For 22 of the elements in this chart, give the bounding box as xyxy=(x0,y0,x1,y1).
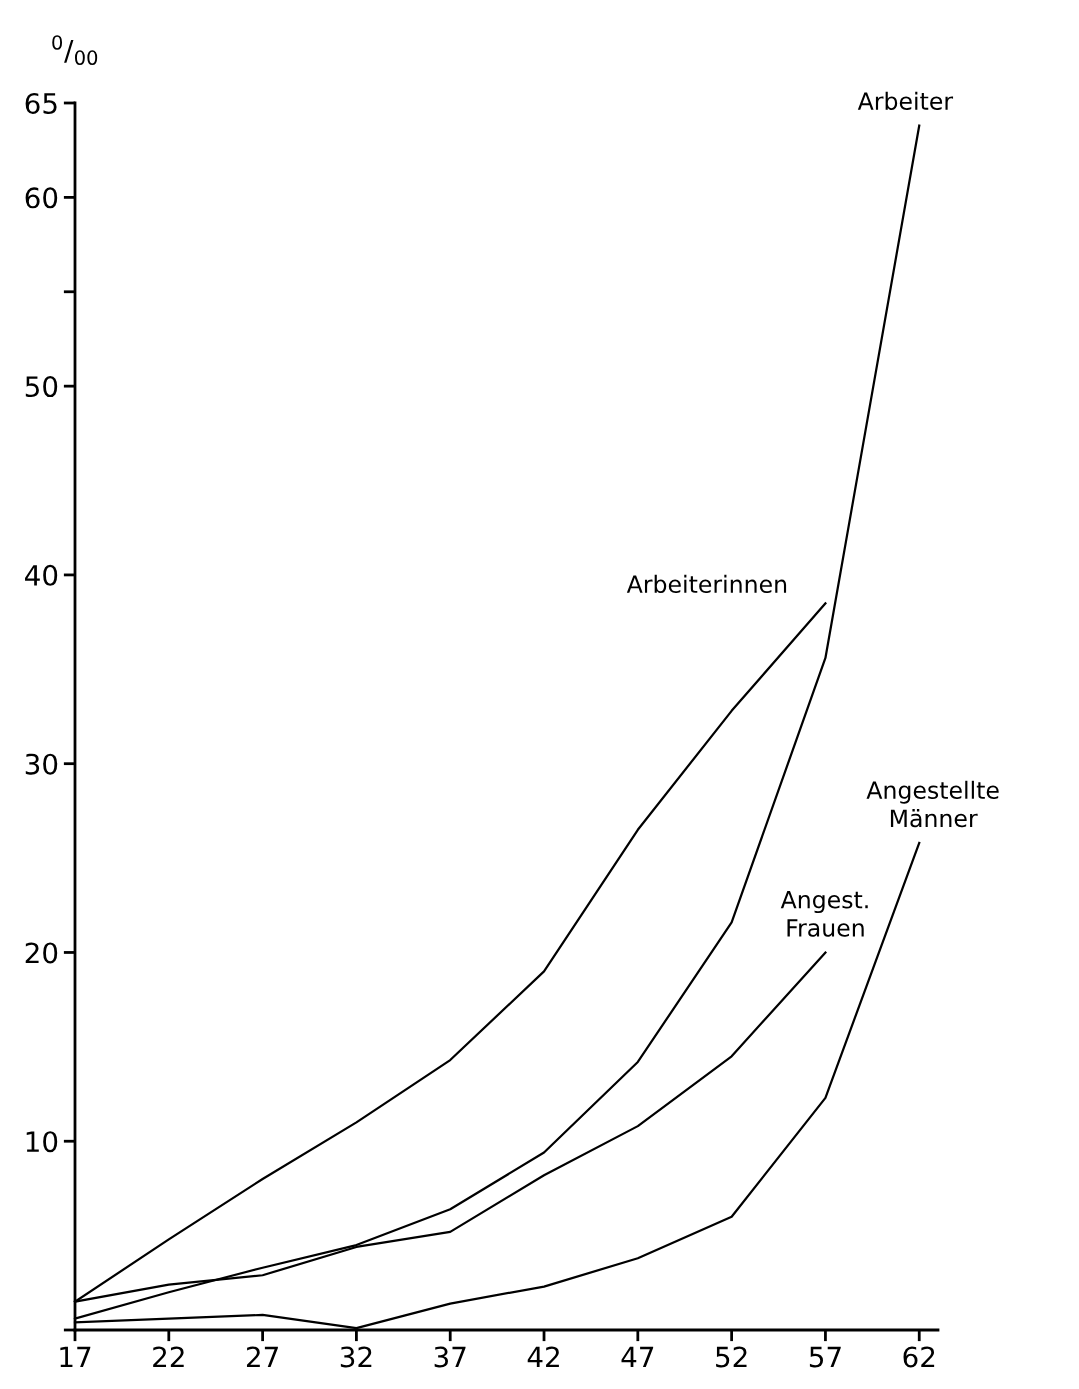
x-tick-label: 42 xyxy=(527,1346,559,1368)
y-tick-label: 50 xyxy=(25,376,58,398)
y-tick-label: 40 xyxy=(25,564,58,586)
y-tick-label: 30 xyxy=(25,753,58,775)
x-tick-label: 57 xyxy=(809,1346,841,1368)
y-axis-title: $^{0}$/$_{00}$ xyxy=(52,35,98,66)
series-label: Arbeiter xyxy=(857,91,954,110)
y-tick-label: 65 xyxy=(25,92,57,114)
x-tick-label: 32 xyxy=(340,1346,372,1368)
y-tick-label: 20 xyxy=(25,942,58,964)
series-label: Arbeiterinnen xyxy=(626,574,787,594)
x-tick-label: 22 xyxy=(153,1346,184,1368)
series-label: Angest. Frauen xyxy=(780,890,868,937)
x-tick-label: 27 xyxy=(246,1346,278,1368)
x-tick-label: 47 xyxy=(621,1346,654,1368)
x-tick-label: 52 xyxy=(716,1346,747,1368)
y-tick-label: 60 xyxy=(25,187,58,209)
y-tick-label: 10 xyxy=(26,1131,58,1153)
x-tick-label: 62 xyxy=(903,1346,935,1368)
x-tick-label: 37 xyxy=(434,1346,466,1368)
series-label: Angestellte Männer xyxy=(866,780,999,828)
x-tick-label: 17 xyxy=(60,1346,91,1368)
